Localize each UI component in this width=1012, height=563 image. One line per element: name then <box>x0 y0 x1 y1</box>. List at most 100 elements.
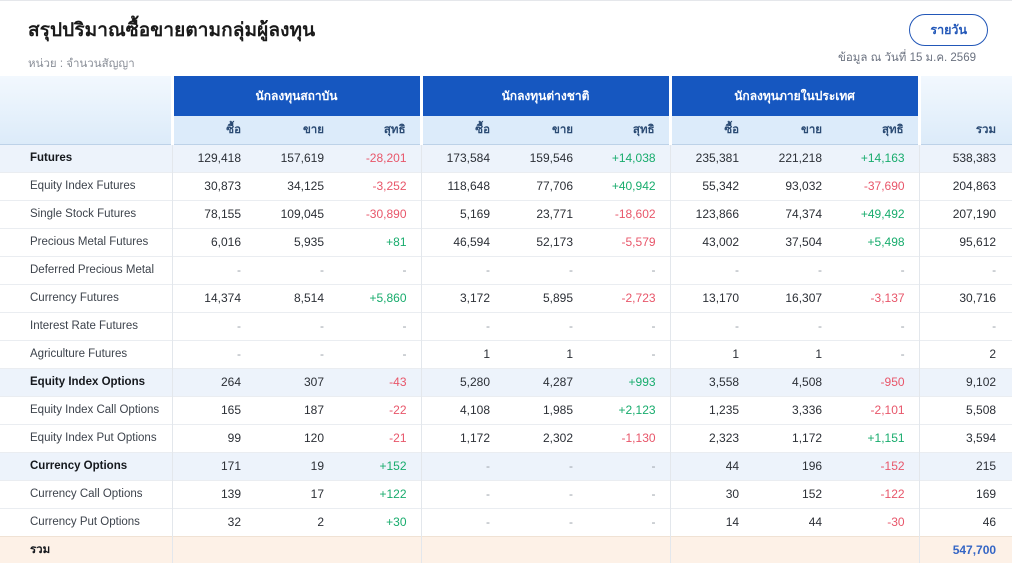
cell-sell: 4,287 <box>504 367 588 396</box>
cell-sell: 1 <box>753 339 837 368</box>
cell-net: +40,942 <box>587 171 671 200</box>
as-of-date: ข้อมูล ณ วันที่ 15 ม.ค. 2569 <box>838 52 976 64</box>
row-label: รวม <box>0 535 173 563</box>
cell-buy: - <box>669 255 754 284</box>
cell-buy: 1 <box>420 339 505 368</box>
cell-buy: 3,172 <box>420 283 505 312</box>
cell-sell: 8,514 <box>255 283 338 312</box>
cell-sell: - <box>504 507 588 536</box>
cell-sell: 221,218 <box>753 143 837 172</box>
cell-total: 204,863 <box>918 171 1012 200</box>
page-header: สรุปปริมาณซื้อขายตามกลุ่มผู้ลงทุน หน่วย … <box>0 1 1012 76</box>
cell-net: +14,038 <box>587 143 671 172</box>
cell-buy: 14,374 <box>171 283 255 312</box>
cell-net: - <box>836 255 920 284</box>
cell-net: - <box>836 311 920 340</box>
cell-buy: 1 <box>669 339 754 368</box>
cell-sell: 23,771 <box>504 199 588 228</box>
row-label: Deferred Precious Metal <box>0 255 173 284</box>
cell-total: - <box>918 311 1012 340</box>
cell-buy: 13,170 <box>669 283 754 312</box>
group-header-institutional: นักลงทุนสถาบัน <box>170 76 422 116</box>
cell-net: - <box>587 339 671 368</box>
cell-sell: 3,336 <box>753 395 837 424</box>
cell-net: +5,860 <box>338 283 422 312</box>
row-label: Equity Index Call Options <box>0 395 173 424</box>
row-label: Agriculture Futures <box>0 339 173 368</box>
cell-buy: 1,235 <box>669 395 754 424</box>
cell-sell: - <box>753 255 837 284</box>
col-header-buy: ซื้อ <box>419 116 505 144</box>
table-row: Deferred Precious Metal - - - - - - - - - - <box>0 255 1012 284</box>
cell-buy: - <box>171 339 255 368</box>
row-label: Futures <box>0 143 173 172</box>
col-header-sell: ขาย <box>753 116 837 144</box>
cell-sell: 5,935 <box>255 227 338 256</box>
daily-view-button[interactable]: รายวัน <box>909 14 988 46</box>
cell-total: 9,102 <box>918 367 1012 396</box>
cell-sell: 152 <box>753 479 837 508</box>
cell-net: -3,137 <box>836 283 920 312</box>
cell-sell: 44 <box>753 507 837 536</box>
cell-buy: 3,558 <box>669 367 754 396</box>
cell-sell <box>753 535 837 563</box>
cell-buy: 123,866 <box>669 199 754 228</box>
cell-buy: 2,323 <box>669 423 754 452</box>
cell-net: +2,123 <box>587 395 671 424</box>
cell-buy: 1,172 <box>420 423 505 452</box>
total-column-header-label: รวม <box>975 123 997 136</box>
cell-buy: 264 <box>171 367 255 396</box>
col-header-net: สุทธิ <box>836 116 920 144</box>
cell-sell: 34,125 <box>255 171 338 200</box>
cell-total: 46 <box>918 507 1012 536</box>
row-label: Precious Metal Futures <box>0 227 173 256</box>
cell-net: -122 <box>836 479 920 508</box>
col-header-buy: ซื้อ <box>170 116 255 144</box>
total-column-header: รวม <box>917 76 1012 144</box>
cell-sell: 1,985 <box>504 395 588 424</box>
cell-total: 5,508 <box>918 395 1012 424</box>
cell-buy: - <box>420 507 505 536</box>
table-row: Currency Futures 14,374 8,514 +5,860 3,172 5,… <box>0 283 1012 312</box>
cell-sell: - <box>504 255 588 284</box>
group-header-domestic: นักลงทุนภายในประเทศ <box>668 76 920 116</box>
cell-total: - <box>918 255 1012 284</box>
cell-buy: 235,381 <box>669 143 754 172</box>
cell-sell: 109,045 <box>255 199 338 228</box>
cell-total: 2 <box>918 339 1012 368</box>
table-row: Agriculture Futures - - -1 1-1 1-2 <box>0 339 1012 368</box>
cell-buy: 173,584 <box>420 143 505 172</box>
cell-buy <box>420 535 505 563</box>
table-row: Equity Index Options 264 307 -43 5,280 4,287 +… <box>0 367 1012 396</box>
cell-net: +5,498 <box>836 227 920 256</box>
table-row: Single Stock Futures 78,155 109,045 -30,890… <box>0 199 1012 228</box>
cell-sell: 196 <box>753 451 837 480</box>
cell-total: 95,612 <box>918 227 1012 256</box>
cell-buy: 30 <box>669 479 754 508</box>
row-label: Currency Futures <box>0 283 173 312</box>
table-row: Equity Index Futures 30,873 34,125 -3,252 11… <box>0 171 1012 200</box>
cell-net <box>836 535 920 563</box>
cell-sell <box>255 535 338 563</box>
row-label: Currency Call Options <box>0 479 173 508</box>
cell-net: -2,723 <box>587 283 671 312</box>
cell-buy: 165 <box>171 395 255 424</box>
cell-buy: 4,108 <box>420 395 505 424</box>
cell-net: -5,579 <box>587 227 671 256</box>
cell-total: 215 <box>918 451 1012 480</box>
row-label: Currency Options <box>0 451 173 480</box>
group-header-foreign: นักลงทุนต่างชาติ <box>419 76 671 116</box>
col-header-sell: ขาย <box>255 116 338 144</box>
cell-net: -30 <box>836 507 920 536</box>
cell-sell: 17 <box>255 479 338 508</box>
cell-net: +14,163 <box>836 143 920 172</box>
cell-sell: 93,032 <box>753 171 837 200</box>
cell-net: -28,201 <box>338 143 422 172</box>
cell-buy: 139 <box>171 479 255 508</box>
cell-sell: - <box>504 311 588 340</box>
cell-total: 30,716 <box>918 283 1012 312</box>
cell-net: +993 <box>587 367 671 396</box>
cell-sell: 2 <box>255 507 338 536</box>
cell-net: - <box>587 507 671 536</box>
cell-net: - <box>338 311 422 340</box>
